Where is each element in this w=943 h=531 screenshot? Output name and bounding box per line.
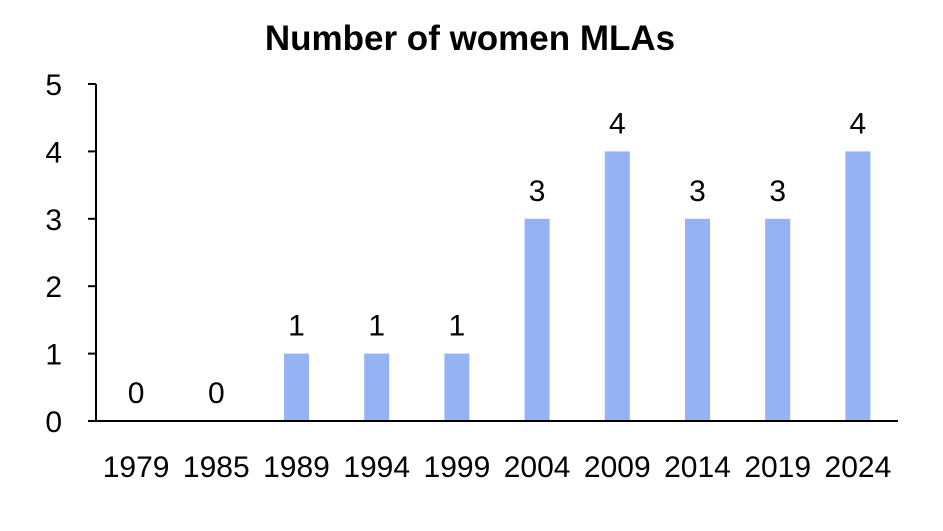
x-axis: 1979 1985 1989 1994 1999 2004 2009 2014 2019 2024: [96, 420, 898, 484]
data-label-2009: 4: [609, 107, 626, 140]
x-tick-label-2009: 2009: [584, 451, 651, 484]
data-label-1989: 1: [288, 310, 305, 343]
data-label-1994: 1: [368, 310, 385, 343]
y-tick-label-3: 3: [45, 204, 62, 237]
x-tick-label-1989: 1989: [263, 451, 330, 484]
x-tick-label-1979: 1979: [103, 451, 170, 484]
bar-2019: [765, 218, 791, 421]
x-tick-label-1999: 1999: [424, 451, 491, 484]
data-labels-group: 0 0 1 1 1 3 4 3 3 4: [128, 107, 866, 410]
chart-title: Number of women MLAs: [265, 19, 675, 58]
bar-2024: [845, 151, 871, 421]
y-tick-label-4: 4: [45, 136, 62, 169]
y-tick-label-2: 2: [45, 271, 62, 304]
bar-2014: [685, 218, 710, 421]
x-tick-label-1994: 1994: [343, 451, 410, 484]
bar-1989: [284, 353, 309, 421]
data-label-2014: 3: [689, 175, 706, 208]
bar-2004: [524, 218, 550, 421]
data-label-2019: 3: [769, 175, 786, 208]
data-label-1979: 0: [128, 377, 145, 410]
x-tick-label-2019: 2019: [744, 451, 811, 484]
bar-2009: [604, 151, 630, 421]
data-label-1999: 1: [449, 310, 466, 343]
x-tick-label-2024: 2024: [825, 451, 892, 484]
y-tick-label-0: 0: [45, 406, 62, 439]
bar-1999: [444, 353, 470, 421]
x-tick-label-2004: 2004: [504, 451, 571, 484]
data-label-1985: 0: [208, 377, 225, 410]
data-label-2024: 4: [850, 107, 867, 140]
bars-group: [284, 151, 871, 421]
y-axis: 0 1 2 3 4 5: [45, 69, 97, 439]
bar-1994: [364, 353, 390, 421]
y-tick-label-1: 1: [45, 339, 62, 372]
data-label-2004: 3: [529, 175, 546, 208]
x-tick-label-2014: 2014: [664, 451, 731, 484]
y-tick-label-5: 5: [45, 69, 62, 102]
x-tick-label-1985: 1985: [183, 451, 250, 484]
